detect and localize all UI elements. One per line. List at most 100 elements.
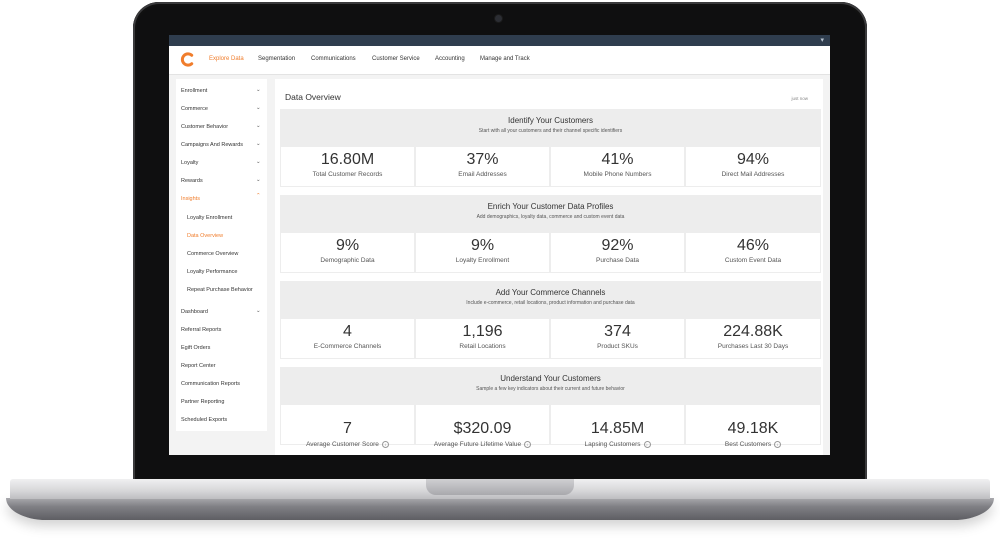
stat-label: Average Future Lifetime Value i xyxy=(416,441,549,448)
nav-segmentation[interactable]: Segmentation xyxy=(258,56,296,62)
sidebar-item-communication-reports[interactable]: Communication Reports xyxy=(181,381,240,387)
stat-label: Demographic Data xyxy=(320,257,375,264)
stat-value: 49.18K xyxy=(727,420,779,437)
sidebar-item-commerce[interactable]: Commerce xyxy=(181,106,208,112)
sidebar-item-loyalty[interactable]: Loyalty xyxy=(181,160,199,166)
sidebar-item-insights[interactable]: Insights xyxy=(181,196,200,202)
sidebar-item-partner-reporting[interactable]: Partner Reporting xyxy=(181,399,225,405)
stat-label: Custom Event Data xyxy=(724,257,782,264)
stat-value: 7 xyxy=(343,420,352,437)
stat-label: Email Addresses xyxy=(458,171,507,178)
stat-value: 46% xyxy=(736,237,770,254)
sidebar: Enrollment ⌄ Commerce ⌄ Customer Behavio… xyxy=(176,79,267,431)
section-subtitle: Add demographics, loyalty data, commerce… xyxy=(476,214,625,220)
info-icon[interactable]: i xyxy=(524,441,532,448)
section-title: Enrich Your Customer Data Profiles xyxy=(487,202,614,211)
stat-value: 374 xyxy=(604,323,631,340)
chevron-up-icon[interactable]: ⌃ xyxy=(256,193,261,199)
top-status-bar: ▾ xyxy=(169,35,830,46)
laptop-notch xyxy=(426,479,574,495)
chevron-down-icon[interactable]: ⌄ xyxy=(256,105,261,111)
section-subtitle: Include e-commerce, retail locations, pr… xyxy=(466,300,635,306)
stat-tile[interactable]: 94% Direct Mail Addresses xyxy=(686,147,820,186)
stat-label: Product SKUs xyxy=(597,343,638,350)
nav-accounting[interactable]: Accounting xyxy=(435,56,465,62)
stat-value: 9% xyxy=(335,237,360,254)
sidebar-item-campaigns-and-rewards[interactable]: Campaigns And Rewards xyxy=(181,142,244,148)
sidebar-subitem-loyalty-enrollment[interactable]: Loyalty Enrollment xyxy=(187,215,233,221)
stat-label: Average Customer Score i xyxy=(281,441,414,448)
sidebar-subitem-data-overview[interactable]: Data Overview xyxy=(187,233,224,239)
nav-manage-and-track[interactable]: Manage and Track xyxy=(480,56,530,62)
stat-tile[interactable]: 1,196 Retail Locations xyxy=(416,319,549,358)
section-subtitle: Sample a few key indicators about their … xyxy=(476,386,625,392)
stat-value: 16.80M xyxy=(320,151,375,168)
stat-label: Direct Mail Addresses xyxy=(721,171,785,178)
sidebar-subitem-commerce-overview[interactable]: Commerce Overview xyxy=(187,251,239,257)
stat-label: Loyalty Enrollment xyxy=(455,257,510,264)
updated-link[interactable]: just now xyxy=(791,96,808,101)
chevron-down-icon[interactable]: ⌄ xyxy=(256,141,261,147)
stat-tile[interactable]: 7 Average Customer Score i xyxy=(281,405,414,448)
stat-tile[interactable]: 224.88K Purchases Last 30 Days xyxy=(686,319,820,358)
sidebar-item-enrollment[interactable]: Enrollment xyxy=(181,88,208,94)
chevron-down-icon[interactable]: ⌄ xyxy=(256,177,261,183)
chevron-down-icon[interactable]: ▾ xyxy=(820,37,824,44)
brand-logo[interactable] xyxy=(180,52,195,67)
stat-tile[interactable]: 16.80M Total Customer Records xyxy=(281,147,414,186)
info-icon[interactable]: i xyxy=(643,441,651,448)
stat-label: Retail Locations xyxy=(459,343,506,350)
stat-tile[interactable]: 374 Product SKUs xyxy=(551,319,684,358)
section-header: Understand Your Customers Sample a few k… xyxy=(280,367,821,404)
section-title: Identify Your Customers xyxy=(508,116,593,125)
sidebar-item-rewards[interactable]: Rewards xyxy=(181,178,203,184)
stat-label: Purchases Last 30 Days xyxy=(717,343,789,350)
stat-value: 4 xyxy=(343,323,352,340)
sidebar-item-egift-orders[interactable]: Egift Orders xyxy=(181,345,211,351)
stat-tile[interactable]: 37% Email Addresses xyxy=(416,147,549,186)
sidebar-item-scheduled-exports[interactable]: Scheduled Exports xyxy=(181,417,228,423)
stat-tile[interactable]: 9% Loyalty Enrollment xyxy=(416,233,549,272)
stat-value: $320.09 xyxy=(453,420,512,437)
nav-explore-data[interactable]: Explore Data xyxy=(209,56,244,62)
sidebar-item-report-center[interactable]: Report Center xyxy=(181,363,216,369)
sidebar-subitem-loyalty-performance[interactable]: Loyalty Performance xyxy=(187,269,238,275)
stat-value: 94% xyxy=(736,151,770,168)
section-header: Identify Your Customers Start with all y… xyxy=(280,109,821,146)
sidebar-subitem-repeat-purchase-behavior[interactable]: Repeat Purchase Behavior xyxy=(187,287,253,293)
stat-label: E-Commerce Channels xyxy=(313,343,382,350)
nav-communications[interactable]: Communications xyxy=(311,56,356,62)
chevron-down-icon[interactable]: ⌄ xyxy=(256,159,261,165)
stat-value: 92% xyxy=(601,237,634,254)
stat-tile[interactable]: 14.85M Lapsing Customers i xyxy=(551,405,684,448)
stat-tile[interactable]: 92% Purchase Data xyxy=(551,233,684,272)
sidebar-item-dashboard[interactable]: Dashboard xyxy=(181,309,208,315)
stat-label: Purchase Data xyxy=(596,257,639,264)
stat-value: 224.88K xyxy=(723,323,783,340)
stat-tile[interactable]: $320.09 Average Future Lifetime Value i xyxy=(416,405,549,448)
stat-label: Best Customers i xyxy=(686,441,820,448)
stat-tile[interactable]: 49.18K Best Customers i xyxy=(686,405,820,448)
sidebar-item-customer-behavior[interactable]: Customer Behavior xyxy=(181,124,229,130)
chevron-down-icon[interactable]: ⌄ xyxy=(256,308,261,314)
page-title: Data Overview xyxy=(285,92,341,102)
section-title: Understand Your Customers xyxy=(500,374,601,383)
info-icon[interactable]: i xyxy=(774,441,782,448)
chevron-down-icon[interactable]: ⌄ xyxy=(256,87,261,93)
stat-tile[interactable]: 41% Mobile Phone Numbers xyxy=(551,147,684,186)
stat-label: Mobile Phone Numbers xyxy=(583,171,652,178)
section-title: Add Your Commerce Channels xyxy=(495,288,606,297)
chevron-down-icon[interactable]: ⌄ xyxy=(256,123,261,129)
stat-tile[interactable]: 4 E-Commerce Channels xyxy=(281,319,414,358)
laptop-base xyxy=(6,498,994,520)
sidebar-item-referral-reports[interactable]: Referral Reports xyxy=(181,327,222,333)
stat-value: 41% xyxy=(601,151,634,168)
section-subtitle: Start with all your customers and their … xyxy=(478,128,623,134)
info-icon[interactable]: i xyxy=(381,441,389,448)
stat-value: 37% xyxy=(466,151,499,168)
stat-tile[interactable]: 46% Custom Event Data xyxy=(686,233,820,272)
stat-value: 14.85M xyxy=(590,420,645,437)
section-header: Enrich Your Customer Data Profiles Add d… xyxy=(280,195,821,232)
nav-customer-service[interactable]: Customer Service xyxy=(372,56,420,62)
stat-tile[interactable]: 9% Demographic Data xyxy=(281,233,414,272)
